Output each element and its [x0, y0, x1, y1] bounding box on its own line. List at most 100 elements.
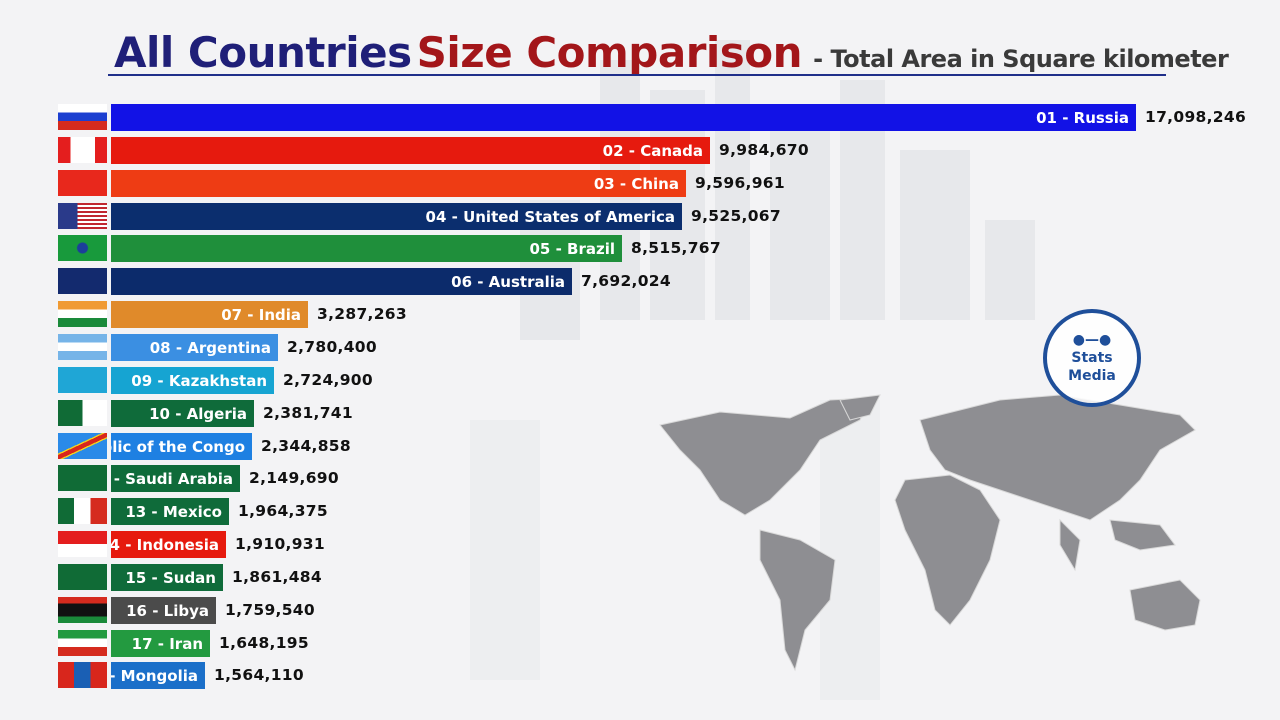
bar-clip: 12 - Saudi Arabia: [111, 465, 240, 492]
value-label: 2,344,858: [261, 437, 351, 455]
bar-label: 10 - Algeria: [149, 404, 247, 423]
logo-text-2: Media: [1068, 368, 1116, 384]
bar-label: 16 - Libya: [126, 601, 209, 620]
bar: 08 - Argentina: [111, 334, 278, 361]
bar-label: 01 - Russia: [1036, 108, 1129, 127]
bar-label: 04 - United States of America: [425, 207, 675, 226]
bar-label: 15 - Sudan: [125, 568, 216, 587]
bar: 14 - Indonesia: [111, 531, 226, 558]
bar-clip: 10 - Algeria: [111, 400, 254, 427]
bar-label: 17 - Iran: [131, 634, 203, 653]
algeria-flag-icon: [58, 400, 107, 426]
value-label: 7,692,024: [581, 272, 671, 290]
bar-label: 14 - Indonesia: [111, 535, 219, 554]
value-label: 2,724,900: [283, 371, 373, 389]
value-label: 2,381,741: [263, 404, 353, 422]
bar: 06 - Australia: [111, 268, 572, 295]
title-part-1: All Countries: [114, 28, 412, 77]
bar-clip: 08 - Argentina: [111, 334, 278, 361]
bar: 01 - Russia: [111, 104, 1136, 131]
bar-label: 03 - China: [593, 174, 679, 193]
bar-label: 06 - Australia: [451, 272, 565, 291]
russia-flag-icon: [58, 104, 107, 130]
bar-label: 08 - Argentina: [149, 338, 271, 357]
bar-label: 11 - Democratic Republic of the Congo: [111, 437, 245, 456]
value-label: 1,759,540: [225, 601, 315, 619]
value-label: 1,910,931: [235, 535, 325, 553]
bar: 15 - Sudan: [111, 564, 223, 591]
bar-label: 05 - Brazil: [529, 239, 615, 258]
bar-clip: 01 - Russia: [111, 104, 1136, 131]
bar: 16 - Libya: [111, 597, 216, 624]
bar: 02 - Canada: [111, 137, 710, 164]
brazil-flag-icon: [58, 235, 107, 261]
china-flag-icon: [58, 170, 107, 196]
libya-flag-icon: [58, 597, 107, 623]
argentina-flag-icon: [58, 334, 107, 360]
india-flag-icon: [58, 301, 107, 327]
bar-clip: 03 - China: [111, 170, 686, 197]
bar-label: 18 - Mongolia: [111, 666, 198, 685]
value-label: 8,515,767: [631, 239, 721, 257]
bar: 10 - Algeria: [111, 400, 254, 427]
bar-clip: 18 - Mongolia: [111, 662, 205, 689]
value-label: 1,648,195: [219, 634, 309, 652]
bar-label: 09 - Kazakhstan: [131, 371, 267, 390]
canada-flag-icon: [58, 137, 107, 163]
value-label: 9,984,670: [719, 141, 809, 159]
bar: 13 - Mexico: [111, 498, 229, 525]
mexico-flag-icon: [58, 498, 107, 524]
bar-clip: 17 - Iran: [111, 630, 210, 657]
iran-flag-icon: [58, 630, 107, 656]
mongolia-flag-icon: [58, 662, 107, 688]
title-part-2: Size Comparison: [416, 28, 803, 77]
logo-text-1: Stats: [1071, 350, 1113, 366]
bar-label: 07 - India: [221, 305, 301, 324]
value-label: 17,098,246: [1145, 108, 1247, 126]
bar: 04 - United States of America: [111, 203, 682, 230]
value-label: 9,596,961: [695, 174, 785, 192]
chart-title: All Countries Size Comparison - Total Ar…: [114, 28, 1229, 77]
value-label: 2,149,690: [249, 469, 339, 487]
title-underline: [108, 74, 1166, 76]
australia-flag-icon: [58, 268, 107, 294]
drc-flag-icon: [58, 433, 107, 459]
bar-clip: 13 - Mexico: [111, 498, 229, 525]
value-label: 1,564,110: [214, 666, 304, 684]
logo-icon: ●—●: [1072, 332, 1112, 348]
stats-media-logo: ●—● Stats Media: [1043, 309, 1141, 407]
bar-clip: 11 - Democratic Republic of the Congo: [111, 433, 252, 460]
chart-subtitle: - Total Area in Square kilometer: [813, 45, 1229, 73]
bar-label: 02 - Canada: [602, 141, 703, 160]
usa-flag-icon: [58, 203, 107, 229]
bar-clip: 16 - Libya: [111, 597, 216, 624]
bar-clip: 07 - India: [111, 301, 308, 328]
bar: 17 - Iran: [111, 630, 210, 657]
bar-label: 13 - Mexico: [125, 502, 222, 521]
bar: 18 - Mongolia: [111, 662, 205, 689]
bar: 12 - Saudi Arabia: [111, 465, 240, 492]
bar-clip: 06 - Australia: [111, 268, 572, 295]
bar: 05 - Brazil: [111, 235, 622, 262]
bar-clip: 05 - Brazil: [111, 235, 622, 262]
bar: 11 - Democratic Republic of the Congo: [111, 433, 252, 460]
indonesia-flag-icon: [58, 531, 107, 557]
value-label: 2,780,400: [287, 338, 377, 356]
bar-clip: 04 - United States of America: [111, 203, 682, 230]
bar-clip: 09 - Kazakhstan: [111, 367, 274, 394]
kazakhstan-flag-icon: [58, 367, 107, 393]
sudan-flag-icon: [58, 564, 107, 590]
value-label: 1,964,375: [238, 502, 328, 520]
value-label: 3,287,263: [317, 305, 407, 323]
bar-clip: 02 - Canada: [111, 137, 710, 164]
bar-label: 12 - Saudi Arabia: [111, 469, 233, 488]
bar-clip: 14 - Indonesia: [111, 531, 226, 558]
saudi-arabia-flag-icon: [58, 465, 107, 491]
bar: 09 - Kazakhstan: [111, 367, 274, 394]
bar: 03 - China: [111, 170, 686, 197]
value-label: 9,525,067: [691, 207, 781, 225]
value-label: 1,861,484: [232, 568, 322, 586]
bar: 07 - India: [111, 301, 308, 328]
bar-clip: 15 - Sudan: [111, 564, 223, 591]
